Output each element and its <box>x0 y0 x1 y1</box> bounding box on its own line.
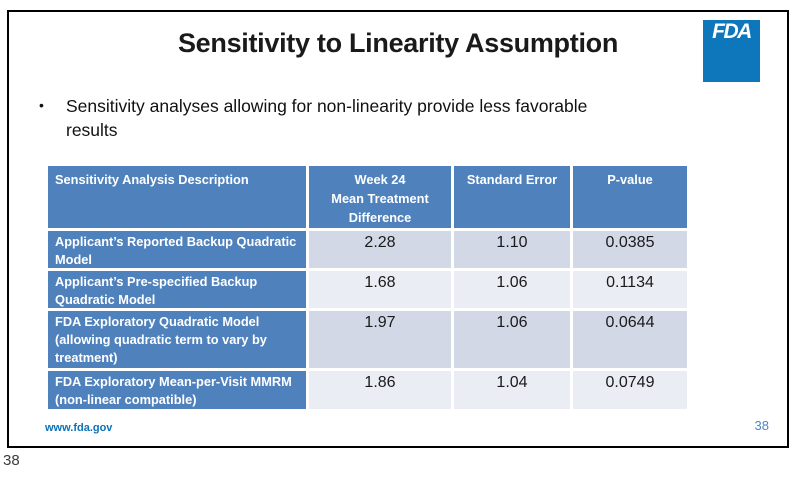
table-cell-p-value: 0.1134 <box>573 271 687 308</box>
table-cell-standard-error: 1.10 <box>454 231 570 268</box>
table-row-description: Applicant’s Reported Backup Quadratic Mo… <box>48 231 306 268</box>
slide-title: Sensitivity to Linearity Assumption <box>177 28 619 58</box>
table-row-description: FDA Exploratory Mean-per-Visit MMRM (non… <box>48 371 306 409</box>
sensitivity-analysis-table: Sensitivity Analysis Description Week 24… <box>48 166 687 409</box>
bullet-item: • Sensitivity analyses allowing for non-… <box>39 94 599 142</box>
fda-logo: FDA <box>703 20 760 82</box>
slide-page-number: 38 <box>754 418 769 433</box>
column-header-standard-error: Standard Error <box>454 166 570 228</box>
fda-gov-link[interactable]: www.fda.gov <box>45 422 113 434</box>
document-page-number: 38 <box>3 452 20 469</box>
column-header-week24-mean-treatment-difference: Week 24 Mean Treatment Difference <box>309 166 451 228</box>
table-cell-p-value: 0.0749 <box>573 371 687 409</box>
bullet-icon: • <box>39 97 44 113</box>
slide-canvas: Sensitivity to Linearity Assumption FDA … <box>7 10 789 448</box>
table-cell-standard-error: 1.06 <box>454 311 570 368</box>
column-header-p-value: P-value <box>573 166 687 228</box>
table-row-description: Applicant’s Pre-specified Backup Quadrat… <box>48 271 306 308</box>
table-cell-standard-error: 1.06 <box>454 271 570 308</box>
table-cell-mean-treatment-difference: 2.28 <box>309 231 451 268</box>
table-cell-mean-treatment-difference: 1.68 <box>309 271 451 308</box>
table-cell-mean-treatment-difference: 1.97 <box>309 311 451 368</box>
table-cell-mean-treatment-difference: 1.86 <box>309 371 451 409</box>
table-cell-standard-error: 1.04 <box>454 371 570 409</box>
table-row-description: FDA Exploratory Quadratic Model (allowin… <box>48 311 306 368</box>
bullet-text: Sensitivity analyses allowing for non-li… <box>66 96 588 141</box>
table-cell-p-value: 0.0385 <box>573 231 687 268</box>
table-cell-p-value: 0.0644 <box>573 311 687 368</box>
fda-logo-text: FDA <box>712 20 752 43</box>
column-header-description: Sensitivity Analysis Description <box>48 166 306 228</box>
